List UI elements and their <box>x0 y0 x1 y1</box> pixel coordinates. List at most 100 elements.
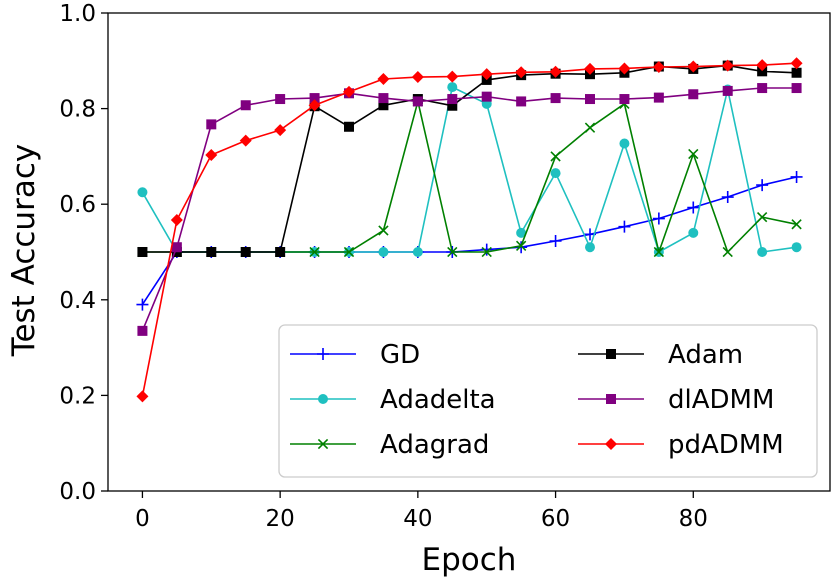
adam-point <box>206 247 217 257</box>
adagrad-point <box>688 148 699 160</box>
adadelta-point <box>378 247 389 257</box>
pdadmm-point <box>308 99 321 112</box>
dladmm-point <box>516 96 527 107</box>
x-tick-label: 80 <box>679 506 708 532</box>
gd-point <box>136 298 149 311</box>
pdadmm-point <box>549 65 562 78</box>
legend-marker-adam <box>606 349 616 359</box>
series-adam <box>137 60 802 257</box>
legend-marker-gd <box>317 348 329 360</box>
y-tick-label: 1.0 <box>59 1 96 27</box>
adadelta-point <box>791 242 802 253</box>
gd-point <box>652 212 665 225</box>
gd-point <box>687 201 700 214</box>
pdadmm-point <box>584 62 596 75</box>
y-tick-label: 0.0 <box>59 479 96 505</box>
adagrad-line <box>142 100 797 253</box>
y-tick-label: 0.8 <box>59 97 96 123</box>
pdadmm-point <box>652 61 665 74</box>
adagrad-point <box>343 246 355 258</box>
dladmm-point <box>619 94 630 105</box>
legend-item-adam: Adam <box>578 340 743 370</box>
pdadmm-point <box>205 148 218 161</box>
legend-marker-pdadmm <box>605 438 617 450</box>
legend-item-adagrad: Adagrad <box>290 430 489 460</box>
adadelta-point <box>688 227 699 238</box>
legend-marker-dladmm <box>606 394 616 404</box>
legend-label-adadelta: Adadelta <box>380 385 496 415</box>
y-axis-title: Test Accuracy <box>6 144 42 357</box>
pdadmm-point <box>170 213 183 226</box>
adam-point <box>447 100 458 111</box>
plot-frame <box>107 12 831 492</box>
x-axis-title: Epoch <box>422 542 517 578</box>
pdadmm-point <box>343 85 355 98</box>
gd-point <box>549 235 562 248</box>
pdadmm-point <box>411 71 424 84</box>
legend-item-adadelta: Adadelta <box>290 385 496 415</box>
legend-label-adagrad: Adagrad <box>380 430 489 460</box>
dladmm-point <box>171 242 182 253</box>
dladmm-point <box>653 92 664 103</box>
adam-point <box>137 247 148 257</box>
legend-label-adam: Adam <box>668 340 743 370</box>
series-adagrad <box>137 96 802 258</box>
legend-item-dladmm: dlADMM <box>578 385 774 415</box>
adam-point <box>791 67 802 78</box>
y-tick-label: 0.6 <box>59 192 96 218</box>
dladmm-point <box>585 94 595 105</box>
adam-point <box>344 121 354 132</box>
dladmm-point <box>688 89 699 100</box>
x-tick-label: 20 <box>266 506 295 532</box>
dladmm-point <box>137 325 148 336</box>
dladmm-point <box>309 93 320 104</box>
adagrad-point <box>481 246 492 258</box>
dladmm-line <box>141 87 797 332</box>
pdadmm-point <box>377 72 390 85</box>
x-tick-label: 60 <box>541 506 570 532</box>
pdadmm-point <box>515 66 528 79</box>
adagrad-point <box>756 211 768 223</box>
pdadmm-point <box>446 70 459 83</box>
gd-line <box>141 176 797 306</box>
adagrad-point <box>515 240 527 251</box>
legend: GD Adadelta Adagrad Adam dlADMM pdADMM <box>278 324 818 478</box>
pdadmm-point <box>274 124 287 137</box>
adadelta-point <box>619 138 630 149</box>
adadelta-point <box>137 187 148 198</box>
axes: 0 20 40 60 80 0.0 0.2 0.4 0.6 0.8 1.0 <box>59 1 831 532</box>
gd-point <box>618 220 631 233</box>
adadelta-point <box>412 247 423 257</box>
pdadmm-point <box>790 57 803 70</box>
dladmm-point <box>412 96 423 107</box>
gd-point <box>721 191 734 204</box>
adadelta-point <box>447 82 458 93</box>
legend-label-pdadmm: pdADMM <box>668 430 784 460</box>
pdadmm-point <box>618 62 631 75</box>
legend-item-pdadmm: pdADMM <box>578 430 784 460</box>
adagrad-point <box>722 246 733 258</box>
adam-point <box>378 100 389 111</box>
pdadmm-point <box>756 59 769 72</box>
dladmm-point <box>722 85 733 96</box>
adam-point <box>757 66 768 77</box>
dladmm-point <box>275 94 286 105</box>
dladmm-point <box>791 83 802 94</box>
adagrad-point <box>378 225 389 236</box>
adagrad-point <box>550 151 561 162</box>
series-dladmm <box>137 83 802 336</box>
adadelta-point <box>585 242 595 253</box>
legend-box <box>278 324 818 478</box>
adadelta-point <box>757 247 768 257</box>
dladmm-point <box>757 83 768 94</box>
pdadmm-point <box>687 60 700 73</box>
dladmm-point <box>240 100 251 111</box>
adagrad-point <box>447 246 458 258</box>
dladmm-point <box>447 94 458 105</box>
y-tick-label: 0.4 <box>59 288 96 314</box>
x-tick-label: 40 <box>403 506 432 532</box>
x-tick-label: 0 <box>135 506 150 532</box>
legend-label-dladmm: dlADMM <box>668 385 774 415</box>
pdadmm-point <box>136 390 149 403</box>
